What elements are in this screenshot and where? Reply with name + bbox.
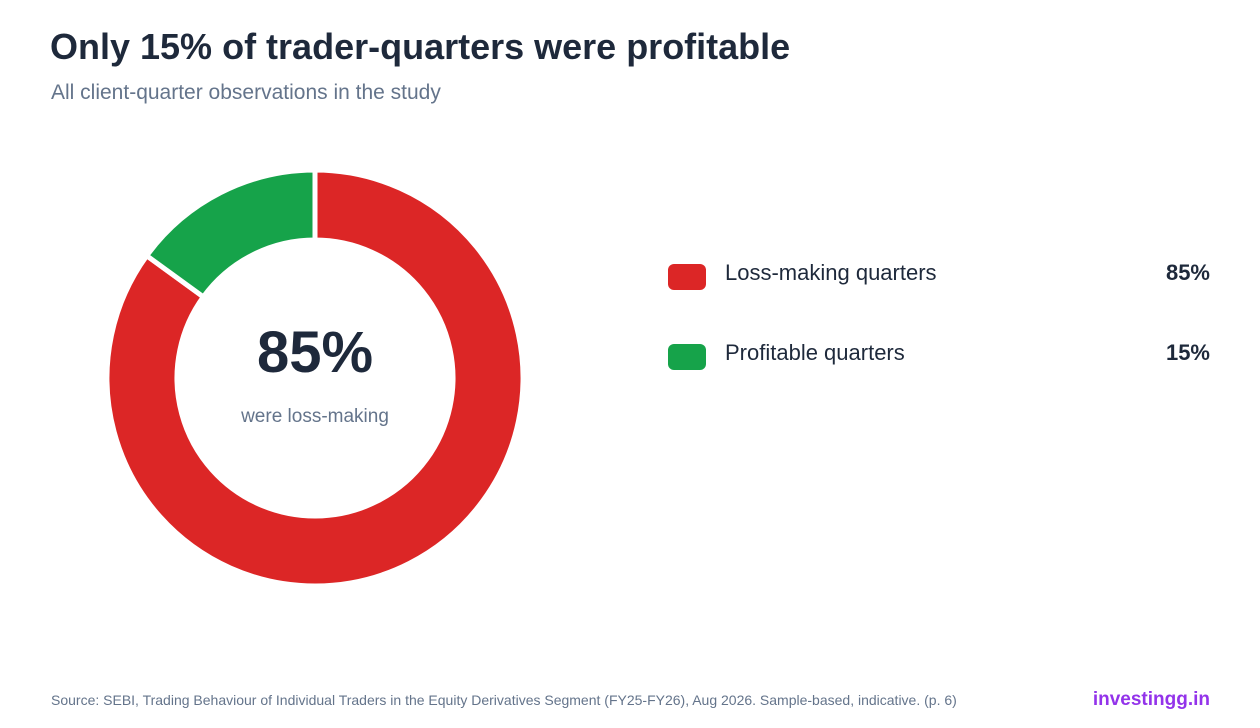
legend-swatch-loss (668, 264, 706, 290)
legend-label-loss: Loss-making quarters (725, 260, 937, 285)
legend-value-profit: 15% (1165, 340, 1210, 365)
center-label: were loss-making (241, 406, 389, 427)
legend-value-loss: 85% (1165, 260, 1210, 285)
donut-svg (104, 167, 526, 589)
legend-label-profit: Profitable quarters (725, 340, 905, 365)
source-note: Source: SEBI, Trading Behaviour of Indiv… (51, 692, 957, 708)
donut-chart: 85% were loss-making (98, 161, 532, 595)
brand-logo: investingg.in (1092, 689, 1210, 710)
legend-swatch-profit (668, 344, 706, 370)
chart-title: Only 15% of trader-quarters were profita… (50, 26, 791, 67)
donut-slice-profit (143, 167, 318, 301)
center-value: 85% (256, 320, 374, 385)
donut-slice-loss (104, 167, 526, 589)
legend: Loss-making quarters 85% Profitable quar… (668, 250, 1210, 410)
chart-subtitle: All client-quarter observations in the s… (51, 81, 441, 104)
legend-item-loss: Loss-making quarters 85% (668, 250, 1210, 330)
legend-item-profit: Profitable quarters 15% (668, 330, 1210, 410)
